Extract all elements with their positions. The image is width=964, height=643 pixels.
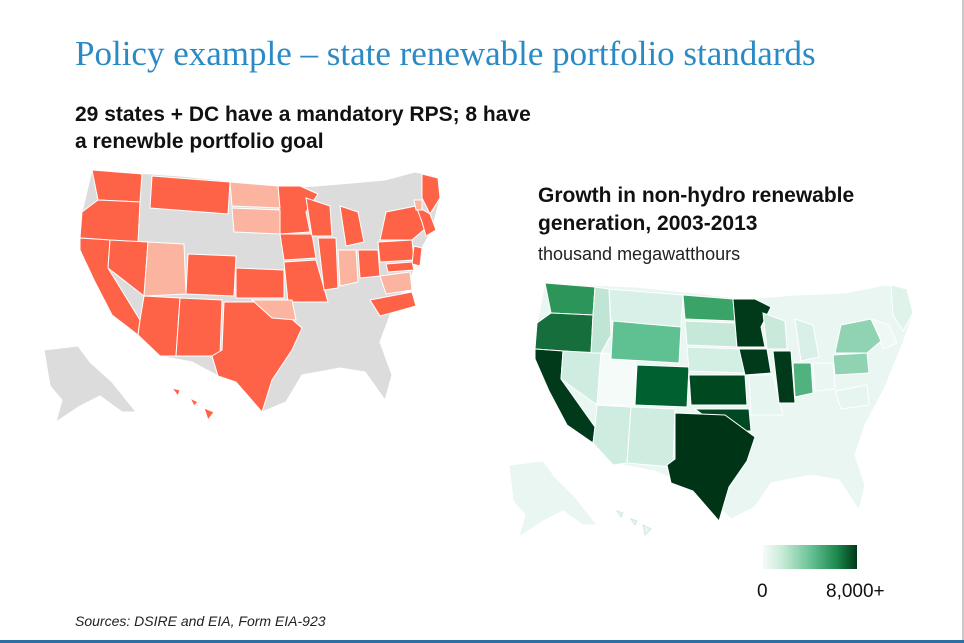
state-michigan (339, 205, 365, 247)
state-wyoming-growth (610, 320, 682, 364)
state-texas-growth (666, 412, 756, 523)
state-new-york-growth (834, 318, 882, 354)
state-new-york (379, 205, 427, 241)
state-north-dakota-growth (682, 294, 736, 322)
state-oregon-growth (534, 312, 594, 354)
state-new-england (415, 204, 437, 237)
rps-goal-states (143, 181, 423, 321)
state-iowa-growth (738, 348, 772, 376)
state-michigan-growth (794, 318, 820, 362)
state-montana (149, 175, 231, 215)
state-pennsylvania-growth (832, 352, 870, 376)
growth-map-heading: Growth in non-hydro renewable generation… (538, 184, 855, 235)
state-washington (91, 169, 143, 203)
alaska-shape (43, 345, 138, 424)
hawaii-shape-growth (615, 510, 652, 537)
legend-max-label: 8,000+ (826, 581, 885, 602)
slide-border-right (962, 0, 964, 643)
state-new-mexico (175, 297, 223, 357)
state-indiana (337, 249, 359, 287)
state-north-carolina (369, 291, 417, 317)
state-washington-growth (544, 282, 596, 316)
state-utah (143, 241, 187, 297)
state-missouri (283, 259, 329, 303)
state-alaska-growth (508, 460, 599, 539)
state-maryland (385, 261, 415, 273)
state-missouri-growth (748, 374, 784, 416)
state-kansas-growth (688, 374, 748, 406)
state-utah-growth (596, 352, 638, 406)
state-kansas (235, 267, 285, 299)
state-oklahoma (250, 299, 297, 321)
state-maine-growth (890, 284, 914, 332)
rps-mandatory-states (79, 169, 441, 422)
state-maine (421, 173, 441, 216)
legend-min-label: 0 (757, 581, 768, 602)
state-arizona-growth (592, 404, 632, 466)
state-colorado (185, 253, 237, 297)
growth-map-units: thousand megawatthours (538, 244, 741, 264)
sources-note: Sources: DSIRE and EIA, Form EIA-923 (75, 613, 326, 629)
state-ohio-growth (812, 362, 836, 392)
state-colorado-growth (634, 364, 690, 408)
slide-title: Policy example – state renewable portfol… (75, 34, 816, 73)
rps-status-map (43, 169, 441, 424)
state-indiana-growth (792, 362, 814, 398)
state-hawaii-3 (203, 407, 215, 422)
state-illinois (317, 237, 339, 291)
state-arizona (137, 295, 181, 357)
alaska-shape-growth (508, 460, 599, 539)
state-vermont (413, 199, 423, 211)
state-ohio (357, 249, 381, 279)
state-wisconsin (305, 197, 333, 237)
state-new-england-growth (870, 318, 898, 350)
state-virginia-growth (834, 384, 870, 410)
state-iowa (279, 233, 317, 261)
state-nebraska-growth (686, 346, 746, 374)
state-hawaii-1 (170, 387, 181, 398)
state-illinois-growth (772, 350, 796, 404)
state-south-dakota-growth (684, 320, 738, 348)
state-hawaii-2 (188, 396, 199, 407)
state-new-jersey (411, 245, 423, 267)
growth-states (534, 282, 914, 523)
state-hawaii-growth (615, 510, 652, 537)
rps-map-heading: 29 states + DC have a mandatory RPS; 8 h… (75, 103, 531, 153)
renewable-growth-map (508, 282, 914, 539)
state-pennsylvania (377, 239, 415, 263)
state-wisconsin-growth (762, 312, 788, 350)
state-oregon (79, 199, 141, 243)
state-alaska (43, 345, 138, 424)
state-north-dakota (229, 181, 281, 209)
slide-border-bottom (0, 640, 964, 643)
legend-color-scale (763, 545, 857, 569)
state-south-dakota (231, 207, 281, 235)
state-new-mexico-growth (626, 406, 676, 468)
state-minnesota-growth (732, 298, 772, 348)
state-virginia (379, 271, 413, 295)
